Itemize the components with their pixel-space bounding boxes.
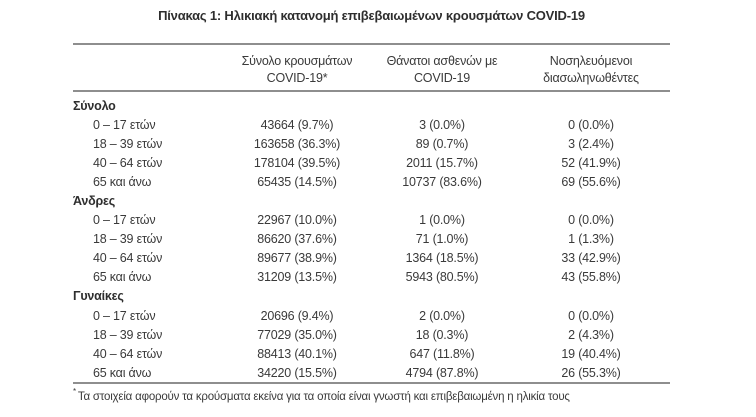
table-row: 18 – 39 ετών 77029 (35.0%) 18 (0.3%) 2 (…	[73, 325, 670, 344]
cases-value: 20696 (9.4%)	[260, 308, 334, 323]
cases-value: 22967 (10.0%)	[257, 213, 337, 228]
table-row: 18 – 39 ετών 86620 (37.6%) 71 (1.0%) 1 (…	[73, 230, 670, 249]
intubated-value: 0 (0.0%)	[568, 308, 614, 323]
cases-value: 163658 (36.3%)	[253, 136, 341, 151]
column-header-line: Νοσηλευόμενοι	[549, 54, 633, 68]
age-label: 40 – 64 ετών	[93, 346, 163, 361]
section-header-row: Γυναίκες	[73, 287, 670, 306]
section-label: Γυναίκες	[73, 289, 124, 304]
footnote-text: Τα στοιχεία αφορούν τα κρούσματα εκείνα …	[77, 391, 570, 403]
table-row: 65 και άνω 34220 (15.5%) 4794 (87.8%) 26…	[73, 363, 670, 382]
intubated-value: 43 (55.8%)	[561, 270, 621, 285]
intubated-value: 3 (2.4%)	[568, 136, 614, 151]
intubated-value: 0 (0.0%)	[568, 117, 614, 132]
column-header-total-cases: Σύνολο κρουσμάτων COVID-19*	[222, 53, 372, 87]
footnote-asterisk: *	[73, 387, 76, 396]
deaths-value: 2011 (15.7%)	[406, 155, 478, 170]
table-body: Σύνολο 0 – 17 ετών 43664 (9.7%) 3 (0.0%)…	[73, 92, 670, 385]
age-label: 40 – 64 ετών	[93, 251, 163, 266]
column-header-line: Σύνολο κρουσμάτων	[241, 54, 353, 68]
column-header-deaths: Θάνατοι ασθενών με COVID-19	[372, 53, 512, 87]
section-label: Άνδρες	[73, 194, 116, 209]
age-label: 18 – 39 ετών	[93, 327, 163, 342]
table-header: Σύνολο κρουσμάτων COVID-19* Θάνατοι ασθε…	[73, 43, 670, 92]
table-row: 40 – 64 ετών 88413 (40.1%) 647 (11.8%) 1…	[73, 344, 670, 363]
intubated-value: 0 (0.0%)	[568, 213, 614, 228]
cases-value: 88413 (40.1%)	[257, 346, 337, 361]
column-header-intubated: Νοσηλευόμενοι διασωληνωθέντες	[512, 53, 670, 87]
deaths-value: 89 (0.7%)	[415, 136, 469, 151]
intubated-value: 69 (55.6%)	[561, 174, 621, 189]
deaths-value: 18 (0.3%)	[415, 327, 469, 342]
age-label: 18 – 39 ετών	[93, 136, 163, 151]
table-row: 18 – 39 ετών 163658 (36.3%) 89 (0.7%) 3 …	[73, 134, 670, 153]
age-label: 65 και άνω	[93, 365, 152, 380]
column-header-line: διασωληνωθέντες	[543, 71, 639, 85]
header-row: Σύνολο κρουσμάτων COVID-19* Θάνατοι ασθε…	[73, 53, 670, 87]
deaths-value: 10737 (83.6%)	[402, 174, 482, 189]
age-label: 18 – 39 ετών	[93, 232, 163, 247]
cases-value: 65435 (14.5%)	[257, 174, 337, 189]
column-header-line: COVID-19*	[266, 71, 328, 85]
deaths-value: 5943 (80.5%)	[405, 270, 479, 285]
intubated-value: 33 (42.9%)	[561, 251, 621, 266]
cases-value: 178104 (39.5%)	[253, 155, 341, 170]
deaths-value: 4794 (87.8%)	[405, 365, 479, 380]
covid-age-distribution-table: Σύνολο κρουσμάτων COVID-19* Θάνατοι ασθε…	[73, 43, 670, 385]
table-row: 65 και άνω 65435 (14.5%) 10737 (83.6%) 6…	[73, 172, 670, 191]
cases-value: 43664 (9.7%)	[260, 117, 334, 132]
table-row: 40 – 64 ετών 178104 (39.5%) 2011 (15.7%)…	[73, 153, 670, 172]
age-label: 65 και άνω	[93, 270, 152, 285]
section-header-row: Άνδρες	[73, 191, 670, 210]
cases-value: 89677 (38.9%)	[257, 251, 337, 266]
table-footnote: * Τα στοιχεία αφορούν τα κρούσματα εκείνα…	[73, 387, 713, 403]
age-label: 40 – 64 ετών	[93, 155, 163, 170]
intubated-value: 2 (4.3%)	[568, 327, 614, 342]
deaths-value: 3 (0.0%)	[419, 117, 465, 132]
deaths-value: 1 (0.0%)	[419, 213, 465, 228]
section-label: Σύνολο	[73, 98, 116, 113]
table-row: 0 – 17 ετών 43664 (9.7%) 3 (0.0%) 0 (0.0…	[73, 115, 670, 134]
age-label: 0 – 17 ετών	[93, 213, 156, 228]
intubated-value: 26 (55.3%)	[561, 365, 621, 380]
deaths-value: 2 (0.0%)	[419, 308, 465, 323]
cases-value: 34220 (15.5%)	[257, 365, 337, 380]
table-row: 0 – 17 ετών 22967 (10.0%) 1 (0.0%) 0 (0.…	[73, 211, 670, 230]
age-label: 65 και άνω	[93, 174, 152, 189]
table-row: 65 και άνω 31209 (13.5%) 5943 (80.5%) 43…	[73, 268, 670, 287]
age-label: 0 – 17 ετών	[93, 117, 156, 132]
table-row: 0 – 17 ετών 20696 (9.4%) 2 (0.0%) 0 (0.0…	[73, 306, 670, 325]
cases-value: 31209 (13.5%)	[257, 270, 337, 285]
column-header-line: Θάνατοι ασθενών με	[386, 54, 498, 68]
intubated-value: 19 (40.4%)	[561, 346, 621, 361]
age-label: 0 – 17 ετών	[93, 308, 156, 323]
table-title: Πίνακας 1: Ηλικιακή κατανομή επιβεβαιωμέ…	[158, 8, 585, 23]
intubated-value: 52 (41.9%)	[561, 155, 621, 170]
deaths-value: 647 (11.8%)	[409, 346, 475, 361]
column-header-line: COVID-19	[413, 71, 471, 85]
intubated-value: 1 (1.3%)	[568, 232, 614, 247]
deaths-value: 71 (1.0%)	[415, 232, 469, 247]
cases-value: 86620 (37.6%)	[257, 232, 337, 247]
table-row: 40 – 64 ετών 89677 (38.9%) 1364 (18.5%) …	[73, 249, 670, 268]
cases-value: 77029 (35.0%)	[257, 327, 337, 342]
section-header-row: Σύνολο	[73, 96, 670, 115]
deaths-value: 1364 (18.5%)	[405, 251, 479, 266]
